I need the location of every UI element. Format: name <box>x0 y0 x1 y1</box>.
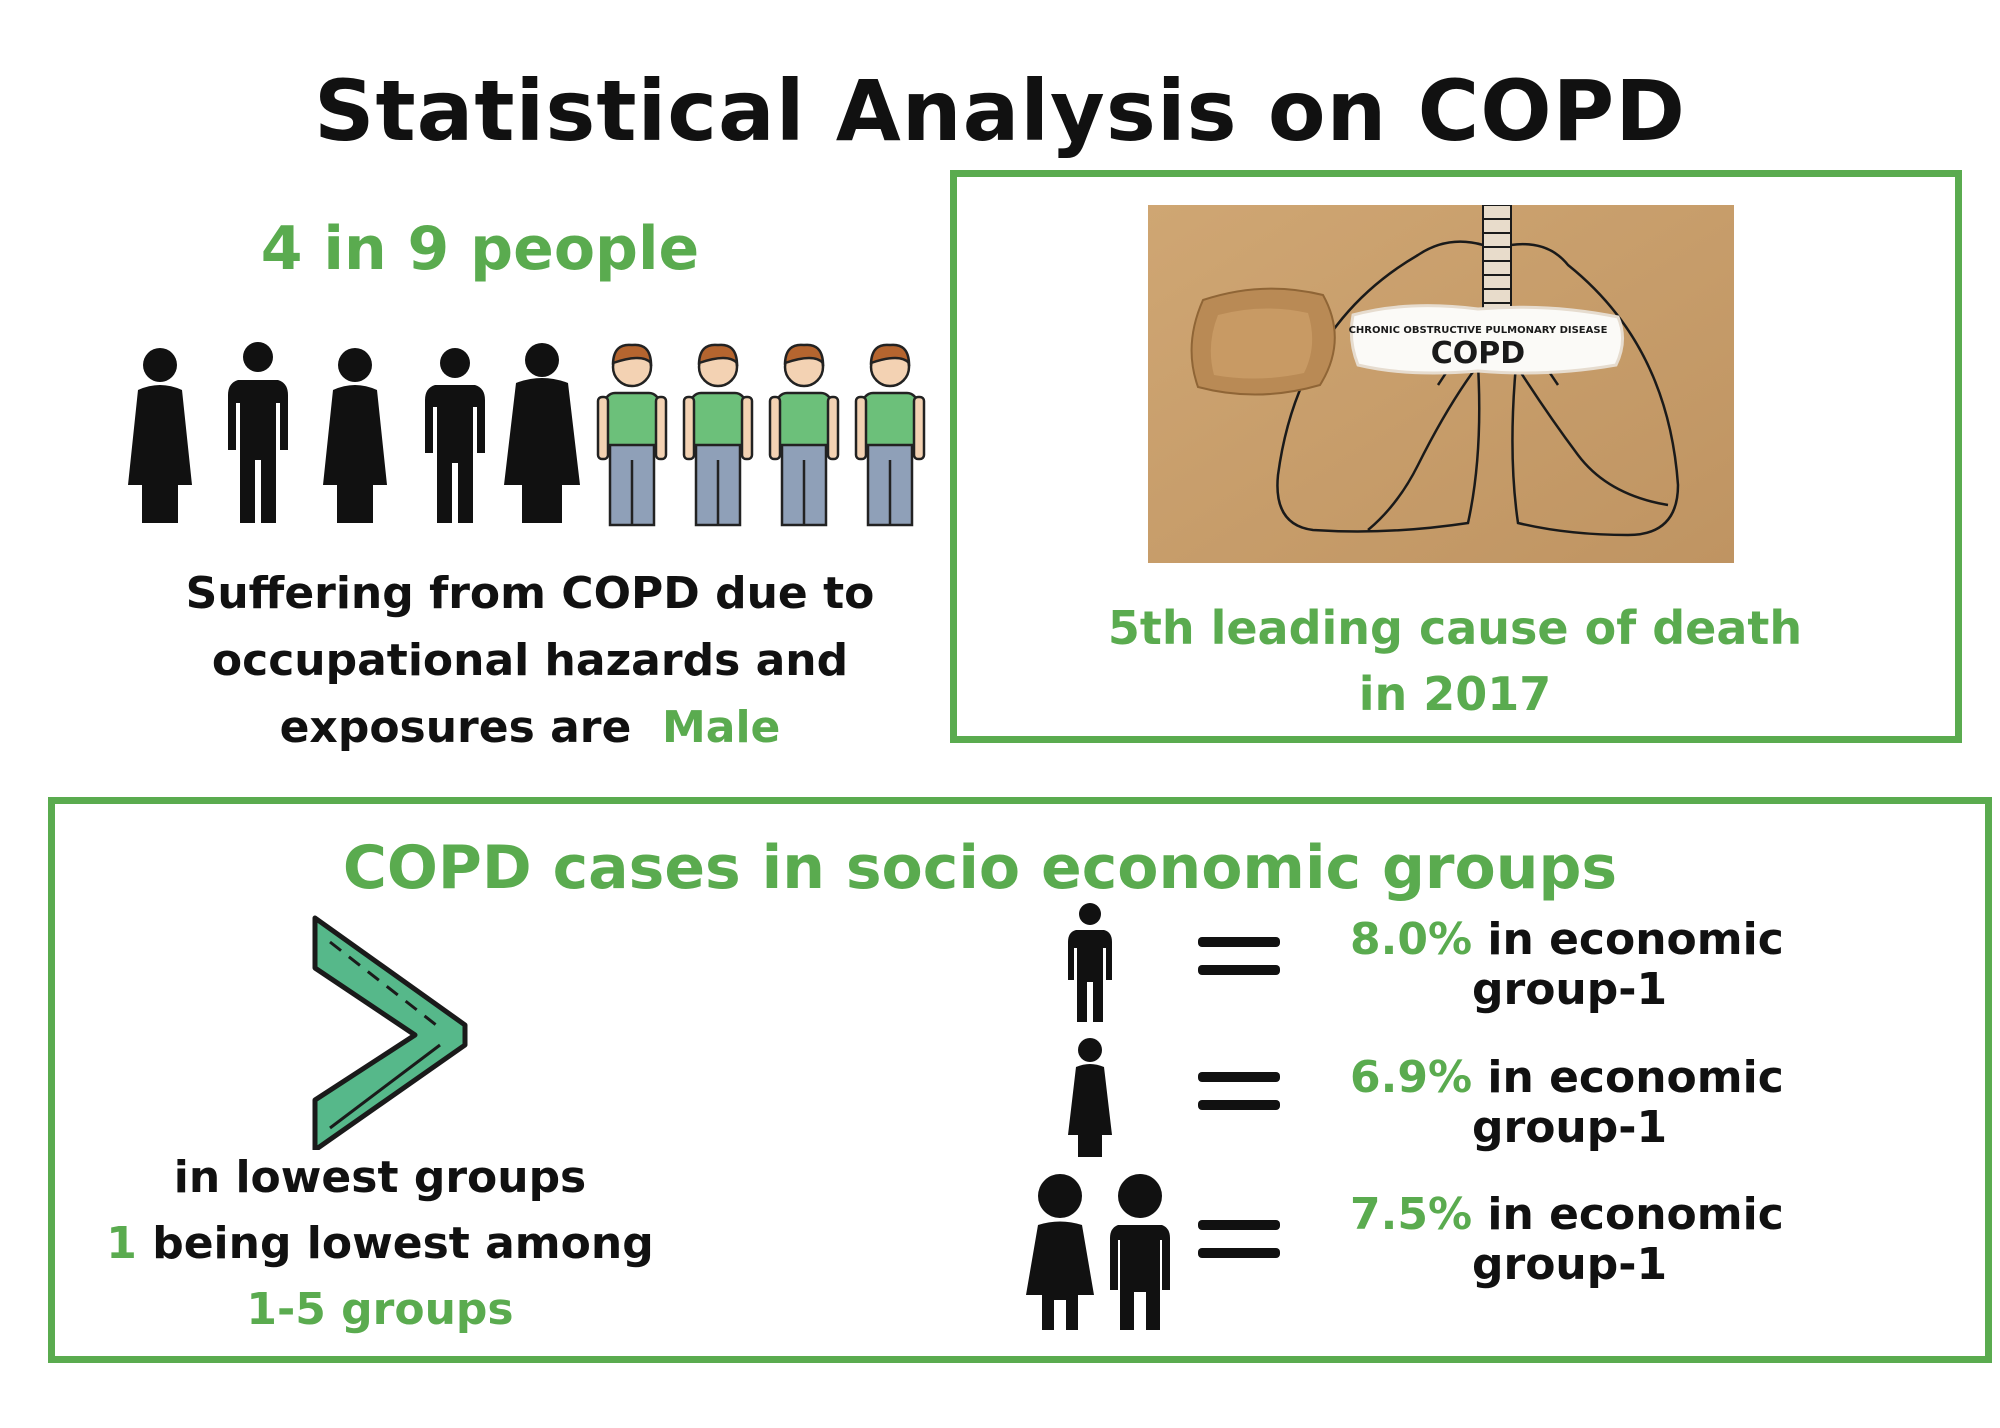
lowest-line1: in lowest groups <box>173 1152 587 1203</box>
woman-silhouette-icon <box>128 348 192 523</box>
socio-heading: COPD cases in socio economic groups <box>342 833 1618 903</box>
stat-3-text2: group-1 <box>1472 1239 1668 1290</box>
stat-row-2: 6.9% in economic group-1 <box>1350 1053 1850 1153</box>
death-caption-line2: in 2017 <box>1358 667 1552 721</box>
people-figures-row <box>128 342 926 527</box>
equals-icon <box>1198 1220 1280 1258</box>
death-cause-panel <box>950 170 1962 743</box>
death-caption-line1: 5th leading cause of death <box>1107 601 1803 655</box>
woman-icon <box>1068 1038 1112 1157</box>
equals-icon <box>1198 1072 1280 1110</box>
greater-than-icon <box>312 915 468 1150</box>
death-cause-caption: 5th leading cause of death in 2017 <box>960 595 1950 727</box>
male-worker-icon <box>596 343 668 527</box>
male-worker-icon <box>768 343 840 527</box>
man-silhouette-icon <box>228 342 288 523</box>
image-copd-subtitle: CHRONIC OBSTRUCTIVE PULMONARY DISEASE <box>1349 325 1608 336</box>
gender-caption-line3: exposures are Male <box>150 694 910 761</box>
man-silhouette-icon <box>425 348 485 523</box>
stat-row-1: 8.0% in economic group-1 <box>1350 915 1850 1015</box>
lowest-line3: 1-5 groups <box>246 1284 514 1335</box>
gender-caption: Suffering from COPD due to occupational … <box>150 560 910 761</box>
woman-silhouette-icon <box>323 348 387 523</box>
stat-1-text2: group-1 <box>1472 964 1668 1015</box>
stat-2-text1: in economic <box>1487 1052 1784 1103</box>
male-worker-icon <box>854 343 926 527</box>
couple-icon <box>1026 1174 1170 1330</box>
lowest-groups-text: in lowest groups 1 being lowest among 1-… <box>80 1145 680 1343</box>
lowest-line2-number: 1 <box>106 1218 137 1269</box>
gender-caption-highlight: Male <box>661 702 781 753</box>
stat-3-percent: 7.5% <box>1350 1189 1473 1240</box>
gender-caption-line1: Suffering from COPD due to <box>185 568 875 619</box>
man-icon <box>1068 903 1112 1022</box>
equals-icon <box>1198 937 1280 975</box>
lowest-line2: 1 being lowest among <box>80 1211 680 1277</box>
socio-economic-panel <box>48 797 1992 1363</box>
stat-row-3: 7.5% in economic group-1 <box>1350 1190 1850 1290</box>
stat-3-text1: in economic <box>1487 1189 1784 1240</box>
stat-2-text2: group-1 <box>1472 1102 1668 1153</box>
male-worker-icon <box>682 343 754 527</box>
gender-caption-prefix: exposures are <box>279 702 632 753</box>
trachea-icon <box>1482 205 1512 316</box>
ratio-label: 4 in 9 people <box>260 214 700 284</box>
torn-paper-hole <box>1349 304 1624 375</box>
stat-2-percent: 6.9% <box>1350 1052 1473 1103</box>
page-title: Statistical Analysis on COPD <box>314 62 1686 160</box>
stat-1-percent: 8.0% <box>1350 914 1473 965</box>
copd-lungs-image: COPD CHRONIC OBSTRUCTIVE PULMONARY DISEA… <box>1148 205 1734 563</box>
stat-1-text1: in economic <box>1487 914 1784 965</box>
image-copd-title: COPD <box>1431 336 1525 371</box>
gender-caption-line2: occupational hazards and <box>211 635 849 686</box>
lowest-line2-rest: being lowest among <box>152 1218 654 1269</box>
woman-silhouette-icon <box>504 343 580 523</box>
